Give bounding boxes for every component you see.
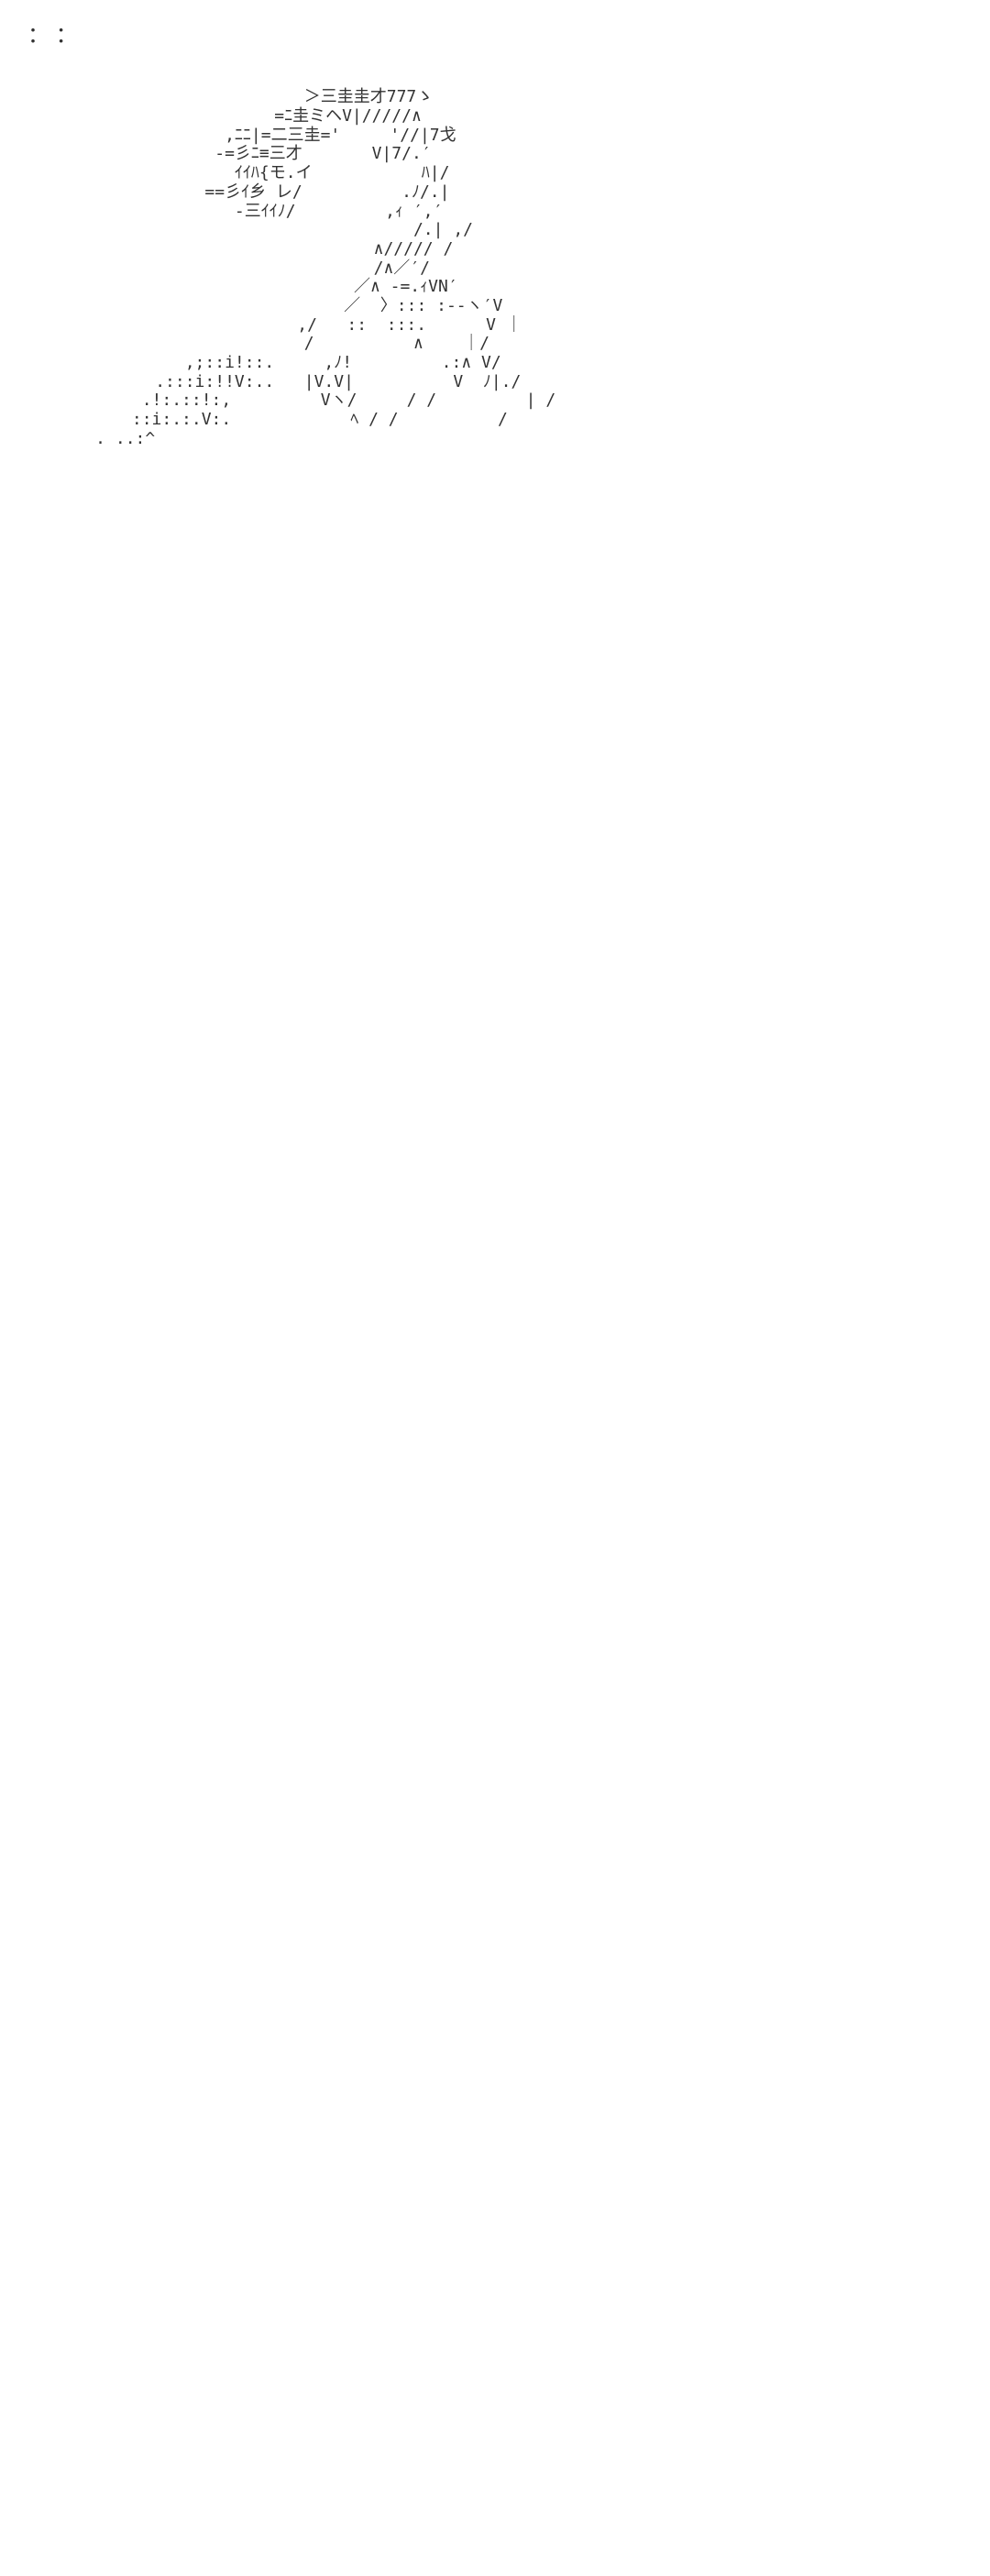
main-post-2392: ： ：: [9, 9, 981, 70]
ascii-art-1: ＞三圭圭才777ゝ =ﾆ圭ミヘV|/////∧ ,ﾆﾆ|=二三圭=' '//|7…: [9, 88, 981, 448]
separator: ：: [28, 23, 56, 48]
separator: ：: [56, 23, 78, 48]
post-header: ： ：: [28, 18, 962, 53]
